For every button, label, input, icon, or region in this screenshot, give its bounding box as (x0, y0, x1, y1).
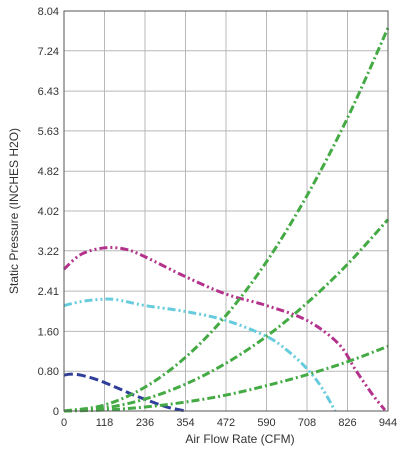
plot-border (63, 10, 389, 412)
y-tick-label: 5.63 (38, 126, 59, 138)
y-tick-label: 8.04 (38, 6, 59, 18)
y-tick-label: 4.82 (38, 166, 59, 178)
y-tick-label: 0.80 (38, 366, 59, 378)
y-tick-label: 4.02 (38, 206, 59, 218)
y-tick-label: 2.41 (38, 286, 59, 298)
y-tick-label: 6.43 (38, 86, 59, 98)
y-tick-labels: 0 0.80 1.60 2.41 3.22 4.02 4.82 5.63 6.43 7.24 8.0… (38, 6, 59, 418)
y-axis-label: Static Pressure (INCHES H2O) (7, 128, 21, 294)
x-tick-labels: 0 118 236 354 472 590 708 826 944 (61, 417, 397, 429)
y-tick-label: 0 (53, 406, 59, 418)
x-tick-label: 944 (379, 417, 397, 429)
x-tick-label: 472 (217, 417, 235, 429)
y-tick-label: 1.60 (38, 326, 59, 338)
y-tick-label: 7.24 (38, 46, 59, 58)
y-tick-label: 3.22 (38, 246, 59, 258)
x-tick-label: 236 (136, 417, 154, 429)
x-tick-label: 118 (96, 417, 114, 429)
series-layer (62, 27, 390, 413)
x-tick-label: 354 (176, 417, 194, 429)
series-line-4 (63, 27, 390, 413)
series-line-5 (63, 218, 390, 413)
x-tick-label: 590 (257, 417, 275, 429)
series-line-3 (62, 245, 387, 411)
series-line-6 (63, 344, 389, 413)
series-line-1 (63, 372, 186, 413)
series-line-2 (63, 297, 337, 412)
x-axis-label: Air Flow Rate (CFM) (185, 432, 294, 446)
x-tick-label: 0 (61, 417, 67, 429)
x-tick-label: 826 (338, 417, 356, 429)
x-tick-label: 708 (298, 417, 316, 429)
